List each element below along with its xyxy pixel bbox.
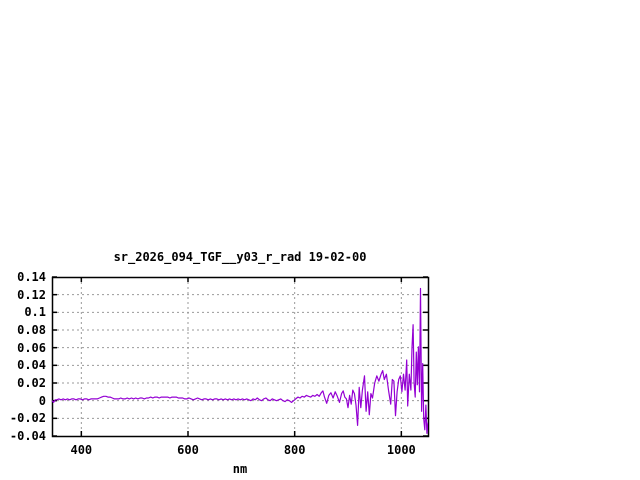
y-tick-label: 0.14 bbox=[17, 270, 46, 284]
x-tick-label: 600 bbox=[177, 443, 199, 457]
y-tick-label: 0.12 bbox=[17, 287, 46, 302]
x-axis-title: nm bbox=[232, 462, 248, 476]
x-tick-label: 800 bbox=[283, 443, 306, 457]
y-tick-label: 0 bbox=[38, 393, 46, 408]
data-series-line bbox=[52, 287, 428, 434]
y-tick-label: 0.06 bbox=[17, 340, 46, 355]
y-tick-label: 0.02 bbox=[17, 376, 46, 390]
x-tick-label: 400 bbox=[70, 443, 93, 457]
y-tick-label: 0.04 bbox=[17, 358, 46, 373]
y-tick-label: -0.02 bbox=[9, 411, 46, 426]
y-tick-label: -0.04 bbox=[9, 429, 46, 443]
y-tick-label: 0.1 bbox=[24, 305, 46, 320]
plot-frame bbox=[51, 276, 430, 438]
y-tick-label: 0.08 bbox=[17, 323, 46, 337]
chart-title: sr_2026_094_TGF__y03_r_rad 19-02-00 bbox=[113, 250, 367, 264]
x-tick-label: 1000 bbox=[386, 443, 416, 457]
